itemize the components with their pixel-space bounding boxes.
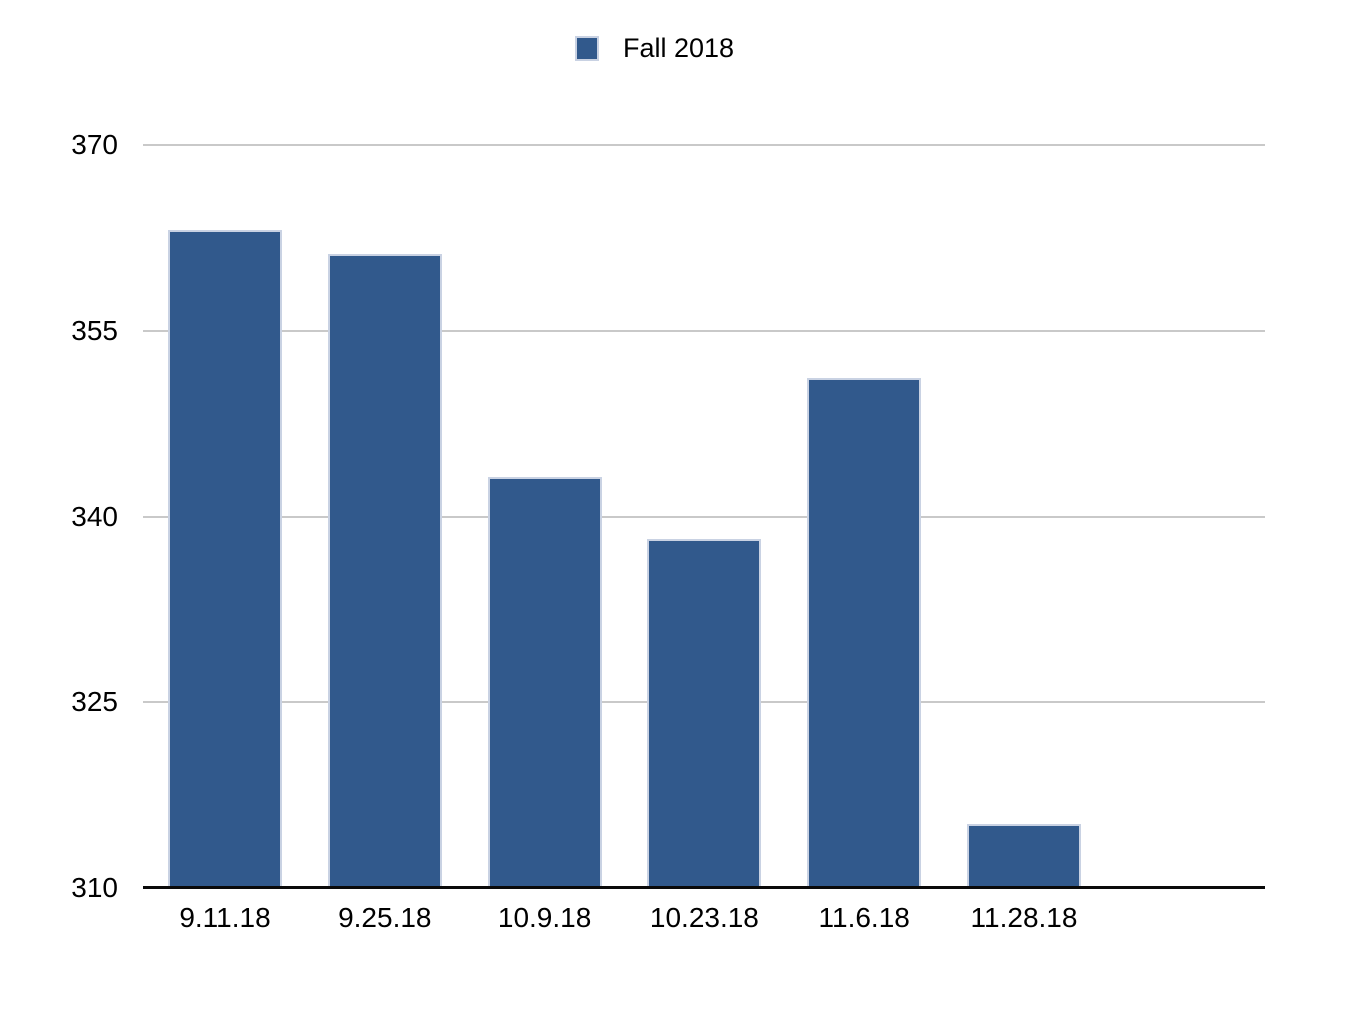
bar (168, 229, 282, 886)
bar (647, 539, 762, 886)
y-tick-label: 325 (71, 686, 118, 718)
legend-label: Fall 2018 (623, 33, 735, 63)
plot-area (143, 144, 1265, 889)
bar (807, 378, 922, 886)
x-tick-label: 9.11.18 (179, 902, 271, 933)
y-tick-label: 310 (71, 872, 118, 903)
gridline (143, 515, 1265, 518)
y-tick-label: 340 (71, 500, 118, 532)
x-tick-label: 11.6.18 (818, 902, 910, 933)
x-tick-label: 11.28.18 (970, 902, 1078, 933)
gridline (143, 329, 1265, 332)
gridline (143, 144, 1265, 146)
bar (967, 824, 1081, 886)
legend-swatch (575, 36, 599, 61)
bar (327, 254, 442, 886)
x-axis-line (143, 886, 1265, 889)
y-tick-label: 370 (71, 129, 118, 160)
x-tick-label: 9.25.18 (338, 902, 432, 933)
x-tick-label: 10.23.18 (649, 902, 759, 933)
chart-legend: Fall 2018 (575, 33, 734, 64)
y-tick-label: 355 (71, 314, 118, 346)
bar (487, 477, 602, 886)
x-tick-label: 10.9.18 (497, 902, 592, 933)
